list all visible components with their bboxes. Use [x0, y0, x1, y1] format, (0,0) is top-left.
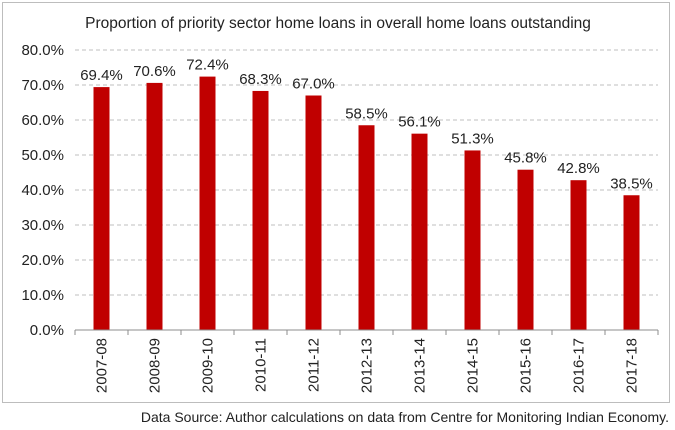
bar [570, 180, 587, 330]
data-label: 38.5% [610, 175, 653, 192]
x-tick-label: 2011-12 [306, 338, 323, 392]
y-tick-label: 80.0% [21, 42, 64, 59]
data-label: 45.8% [504, 150, 547, 167]
y-tick-label: 70.0% [21, 77, 64, 94]
y-tick-label: 20.0% [21, 252, 64, 269]
data-label: 68.3% [239, 71, 282, 88]
chart-frame [2, 2, 670, 403]
x-tick-label: 2009-10 [200, 338, 217, 393]
x-tick-label: 2016-17 [571, 338, 588, 393]
x-tick-label: 2008-09 [147, 338, 164, 393]
data-label: 56.1% [398, 114, 441, 131]
bar-chart: Proportion of priority sector home loans… [21, 15, 659, 393]
x-tick-label: 2015-16 [518, 338, 535, 393]
data-label: 70.6% [133, 63, 176, 80]
data-labels: 69.4% 70.6% 72.4% 68.3% 67.0% 58.5% 56.1% 51.3%… [80, 57, 653, 193]
y-tick-label: 30.0% [21, 217, 64, 234]
y-tick-label: 40.0% [21, 182, 64, 199]
y-axis-ticks: 0.0% 10.0% 20.0% 30.0% 40.0% 50.0% 60.0% 70.0% 8… [21, 42, 64, 339]
x-tick-label: 2012-13 [359, 338, 376, 393]
x-tick-label: 2014-15 [465, 338, 482, 393]
bar [623, 195, 640, 330]
source-note: Data Source: Author calculations on data… [140, 409, 669, 425]
x-tick-label: 2007-08 [94, 338, 111, 393]
y-tick-label: 60.0% [21, 112, 64, 129]
bars [93, 76, 640, 331]
data-label: 51.3% [451, 130, 494, 147]
data-label: 42.8% [557, 160, 600, 177]
data-label: 58.5% [345, 105, 388, 122]
data-label: 69.4% [80, 67, 123, 84]
y-tick-label: 10.0% [21, 287, 64, 304]
x-axis-ticks: 2007-08 2008-09 2009-10 2010-11 2011-12 2012-… [74, 330, 659, 393]
x-tick-label: 2013-14 [412, 338, 429, 393]
data-label: 72.4% [186, 57, 229, 74]
chart-title: Proportion of priority sector home loans… [85, 15, 591, 32]
y-tick-label: 50.0% [21, 147, 64, 164]
grid-lines [75, 49, 658, 296]
bar [411, 133, 428, 330]
bar [199, 76, 216, 330]
bar [464, 150, 481, 330]
data-label: 67.0% [292, 76, 335, 93]
bar [93, 87, 110, 330]
bar [358, 125, 375, 330]
bar [252, 90, 269, 330]
bar [146, 82, 163, 331]
y-tick-label: 0.0% [30, 322, 64, 339]
bar [517, 169, 534, 330]
x-tick-label: 2010-11 [253, 338, 270, 392]
x-tick-label: 2017-18 [624, 338, 641, 393]
bar [305, 95, 322, 330]
